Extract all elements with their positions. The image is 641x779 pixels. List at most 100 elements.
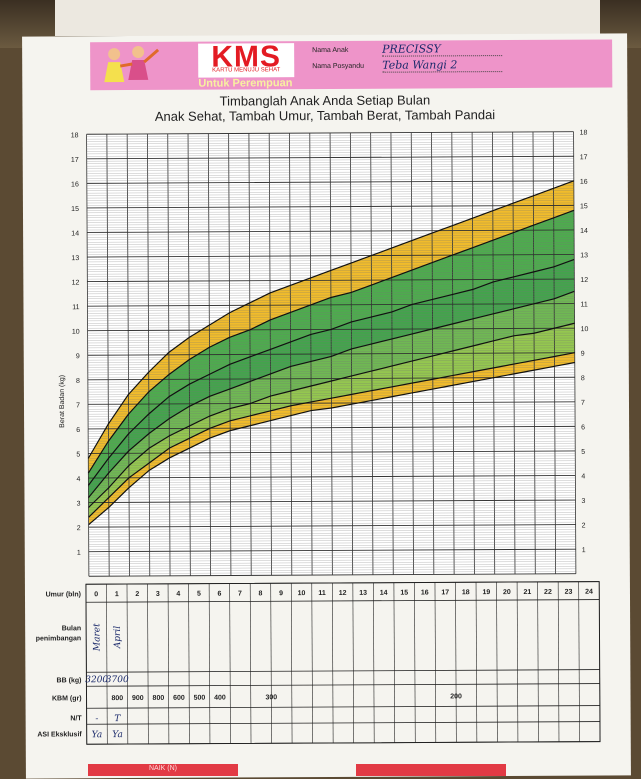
grid-line-horizontal bbox=[87, 345, 575, 349]
y-tick-label-left: 4 bbox=[76, 476, 80, 483]
grid-line-horizontal bbox=[86, 190, 574, 194]
kbm-value: 800 bbox=[111, 695, 123, 702]
grid-line-horizontal bbox=[86, 204, 574, 209]
growth-band bbox=[88, 352, 575, 525]
grid-line-horizontal bbox=[87, 237, 575, 240]
grid-line-horizontal bbox=[88, 561, 576, 565]
grid-line-horizontal bbox=[86, 207, 574, 211]
y-tick-label-right: 6 bbox=[581, 424, 585, 431]
table-col-line bbox=[352, 582, 354, 743]
grid-line-horizontal bbox=[87, 217, 575, 221]
grid-line-horizontal bbox=[87, 286, 575, 290]
series-line bbox=[87, 180, 575, 459]
grid-line-horizontal bbox=[88, 514, 576, 518]
grid-line-horizontal bbox=[87, 291, 575, 294]
age-label: 14 bbox=[380, 590, 388, 597]
grid-line-horizontal bbox=[86, 141, 574, 145]
y-tick-label-right: 18 bbox=[580, 130, 588, 137]
table-row-line bbox=[86, 669, 600, 673]
age-label: 3 bbox=[156, 591, 160, 598]
grid-line-horizontal bbox=[87, 315, 575, 319]
grid-line-horizontal bbox=[88, 548, 576, 553]
grid-line-horizontal bbox=[87, 352, 575, 356]
table-col-line bbox=[537, 581, 539, 742]
naik-label: NAIK (N) bbox=[149, 765, 177, 772]
table-row-line bbox=[86, 705, 600, 709]
grid-line-horizontal bbox=[87, 362, 575, 366]
asi-row-label: ASI Eksklusif bbox=[37, 731, 82, 738]
y-tick-label-left: 2 bbox=[77, 525, 81, 532]
table-col-line bbox=[188, 583, 190, 744]
grid-line-horizontal bbox=[88, 573, 576, 577]
grid-line-horizontal bbox=[87, 242, 575, 245]
grid-line-horizontal bbox=[88, 497, 576, 501]
age-label: 20 bbox=[503, 589, 511, 596]
grid-line-horizontal bbox=[88, 534, 576, 538]
grid-line-horizontal bbox=[88, 517, 576, 520]
grid-line-horizontal bbox=[87, 335, 575, 339]
age-row-label: Umur (bln) bbox=[46, 591, 81, 598]
age-label: 22 bbox=[544, 589, 552, 596]
y-tick-label-left: 5 bbox=[76, 452, 80, 459]
y-tick-label-left: 18 bbox=[71, 132, 79, 139]
bb-value: 3200 bbox=[85, 675, 108, 685]
grid-line-horizontal bbox=[87, 332, 575, 336]
grid-line-horizontal bbox=[87, 224, 575, 228]
kbm-value: 800 bbox=[153, 695, 165, 702]
age-label: 16 bbox=[421, 589, 429, 596]
y-tick-label-right: 2 bbox=[582, 523, 586, 530]
y-tick-label-right: 7 bbox=[581, 400, 585, 407]
grid-line-horizontal bbox=[88, 413, 576, 417]
grid-line-horizontal bbox=[86, 134, 574, 137]
grid-line-horizontal bbox=[86, 153, 574, 157]
table-row-line bbox=[86, 741, 601, 745]
grid-line-horizontal bbox=[88, 494, 576, 498]
bb-value: 3700 bbox=[106, 675, 129, 685]
grid-line-horizontal bbox=[88, 409, 576, 412]
grid-line-horizontal bbox=[88, 480, 576, 484]
grid-line-horizontal bbox=[88, 551, 576, 555]
naik-marker bbox=[88, 764, 238, 776]
y-tick-label-right: 11 bbox=[580, 302, 587, 309]
grid-line-horizontal bbox=[88, 558, 576, 562]
grid-line-horizontal bbox=[88, 536, 576, 540]
y-tick-label-right: 12 bbox=[580, 277, 588, 284]
y-tick-label-right: 1 bbox=[582, 547, 586, 554]
kbm-value: 500 bbox=[194, 695, 206, 702]
series-line bbox=[88, 352, 575, 518]
grid-line-horizontal bbox=[87, 382, 575, 385]
y-tick-label-right: 8 bbox=[581, 375, 585, 382]
grid-line-horizontal bbox=[88, 509, 576, 513]
grid-line-horizontal bbox=[87, 244, 575, 248]
table-row-line bbox=[85, 581, 600, 585]
grid-line-horizontal bbox=[88, 440, 576, 444]
grid-line-horizontal bbox=[86, 202, 574, 206]
grid-line-horizontal bbox=[87, 323, 575, 326]
grid-line-horizontal bbox=[88, 472, 576, 476]
grid-line-horizontal bbox=[88, 438, 576, 442]
grid-line-horizontal bbox=[87, 357, 575, 361]
grid-line-horizontal bbox=[87, 330, 575, 334]
grid-line-horizontal bbox=[87, 283, 575, 287]
y-tick-label-right: 4 bbox=[581, 473, 585, 480]
grid-line-horizontal bbox=[86, 180, 574, 184]
grid-line-horizontal bbox=[86, 143, 574, 147]
age-label: 8 bbox=[259, 590, 263, 597]
age-label: 12 bbox=[339, 590, 347, 597]
grid-line-horizontal bbox=[86, 170, 574, 174]
grid-line-horizontal bbox=[88, 502, 576, 506]
table-col-line bbox=[557, 581, 560, 742]
grid-line-horizontal bbox=[87, 369, 575, 373]
grid-line-horizontal bbox=[87, 401, 575, 405]
grid-line-horizontal bbox=[88, 526, 576, 530]
month-value: Maret bbox=[92, 623, 102, 652]
grid-line-horizontal bbox=[88, 539, 576, 542]
grid-line-horizontal bbox=[88, 504, 576, 508]
grid-line-horizontal bbox=[86, 178, 574, 182]
grid-line-horizontal bbox=[88, 463, 576, 466]
series-line bbox=[88, 322, 575, 508]
table-col-line bbox=[85, 584, 88, 745]
grid-line-horizontal bbox=[87, 227, 575, 231]
grid-line-horizontal bbox=[88, 563, 576, 567]
